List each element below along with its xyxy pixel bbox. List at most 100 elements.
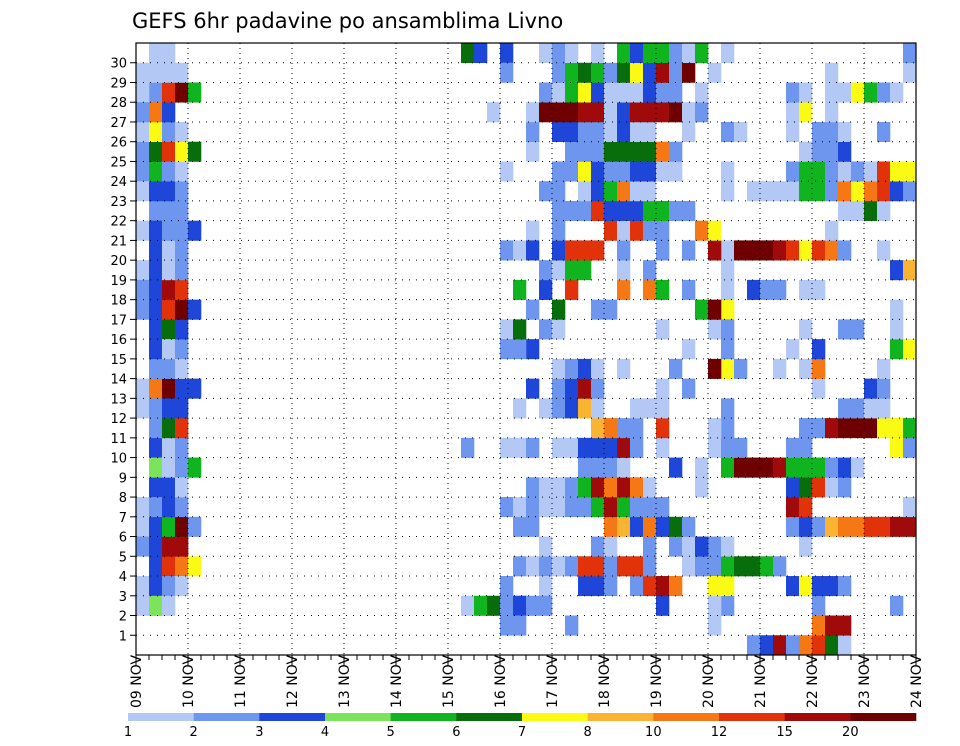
heatmap-cell <box>175 121 189 143</box>
heatmap-cell <box>617 161 631 182</box>
legend-swatch <box>193 713 260 721</box>
heatmap-cell <box>812 477 826 498</box>
heatmap-cell <box>552 102 566 123</box>
heatmap-cell <box>617 141 631 162</box>
heatmap-cell <box>539 536 553 557</box>
heatmap-cell <box>175 556 189 577</box>
heatmap-cell <box>786 121 800 143</box>
heatmap-cell <box>656 43 670 64</box>
heatmap-cell <box>578 378 592 399</box>
heatmap-cell <box>604 141 618 162</box>
heatmap-cell <box>513 339 527 360</box>
heatmap-cell <box>175 398 189 419</box>
heatmap-cell <box>513 279 527 300</box>
heatmap-cell <box>864 161 878 182</box>
heatmap-cell <box>604 536 618 557</box>
heatmap-cell <box>526 437 540 458</box>
heatmap-cell <box>643 161 657 182</box>
heatmap-cell <box>799 418 813 439</box>
heatmap-cell <box>851 418 865 439</box>
heatmap-cell <box>604 121 618 143</box>
heatmap-cell <box>773 358 787 379</box>
heatmap-cell <box>825 220 839 241</box>
heatmap-cell <box>578 82 592 103</box>
y-tick-label: 3 <box>119 590 127 605</box>
heatmap-cell <box>175 260 189 281</box>
heatmap-cell <box>500 43 514 64</box>
heatmap-cell <box>838 181 852 202</box>
heatmap-cell <box>136 497 150 518</box>
heatmap-cell <box>825 457 839 478</box>
heatmap-cell <box>864 82 878 103</box>
heatmap-cell <box>136 299 150 320</box>
heatmap-cell <box>552 556 566 577</box>
heatmap-cell <box>799 240 813 261</box>
y-tick-label: 5 <box>119 550 127 565</box>
heatmap-cell <box>604 418 618 439</box>
heatmap-cell <box>175 319 189 340</box>
heatmap-cell <box>149 200 163 221</box>
heatmap-cell <box>682 516 696 537</box>
heatmap-cell <box>591 497 605 518</box>
heatmap-cell <box>799 102 813 123</box>
heatmap-cell <box>838 82 852 103</box>
heatmap-cell <box>604 62 618 83</box>
heatmap-cell <box>136 378 150 399</box>
heatmap-cell <box>578 477 592 498</box>
heatmap-cell <box>864 200 878 221</box>
heatmap-cell <box>149 181 163 202</box>
heatmap-cell <box>604 200 618 221</box>
heatmap-cell <box>669 82 683 103</box>
heatmap-cell <box>617 260 631 281</box>
heatmap-cell <box>630 418 644 439</box>
heatmap-cell <box>526 141 540 162</box>
heatmap-cell <box>812 418 826 439</box>
heatmap-cell <box>682 339 696 360</box>
heatmap-cell <box>500 576 514 597</box>
x-tick-label: 11 NOV <box>233 654 249 708</box>
heatmap-cell <box>656 319 670 340</box>
heatmap-cell <box>162 536 176 557</box>
heatmap-cell <box>734 358 748 379</box>
heatmap-cell <box>643 536 657 557</box>
heatmap-cell <box>565 62 579 83</box>
heatmap-cell <box>812 240 826 261</box>
heatmap-cell <box>188 516 202 537</box>
heatmap-cell <box>734 437 748 458</box>
heatmap-cell <box>656 279 670 300</box>
heatmap-cell <box>552 477 566 498</box>
heatmap-cell <box>513 516 527 537</box>
heatmap-cell <box>604 497 618 518</box>
heatmap-cell <box>812 457 826 478</box>
heatmap-cell <box>890 339 904 360</box>
heatmap-cell <box>149 339 163 360</box>
heatmap-cell <box>721 279 735 300</box>
heatmap-cell <box>513 240 527 261</box>
heatmap-cell <box>149 161 163 182</box>
heatmap-cell <box>877 181 891 202</box>
y-tick-label: 1 <box>119 629 127 644</box>
x-tick-label: 17 NOV <box>545 654 561 708</box>
legend-swatch <box>719 713 785 721</box>
heatmap-cell <box>708 437 722 458</box>
heatmap-cell <box>903 43 917 64</box>
heatmap-cell <box>656 398 670 419</box>
heatmap-cell <box>721 161 735 182</box>
heatmap-cell <box>760 556 774 577</box>
heatmap-cell <box>721 556 735 577</box>
heatmap-cell <box>669 200 683 221</box>
heatmap-cell <box>604 299 618 320</box>
heatmap-cell <box>175 62 189 83</box>
heatmap-cell <box>786 240 800 261</box>
heatmap-cell <box>188 82 202 103</box>
heatmap-cell <box>721 121 735 143</box>
heatmap-cell <box>903 516 917 537</box>
heatmap-cell <box>149 576 163 597</box>
heatmap-cell <box>617 437 631 458</box>
heatmap-cell <box>136 595 150 616</box>
heatmap-cell <box>552 260 566 281</box>
heatmap-cell <box>643 497 657 518</box>
heatmap-cell <box>149 299 163 320</box>
heatmap-cell <box>136 260 150 281</box>
heatmap-cell <box>591 121 605 143</box>
